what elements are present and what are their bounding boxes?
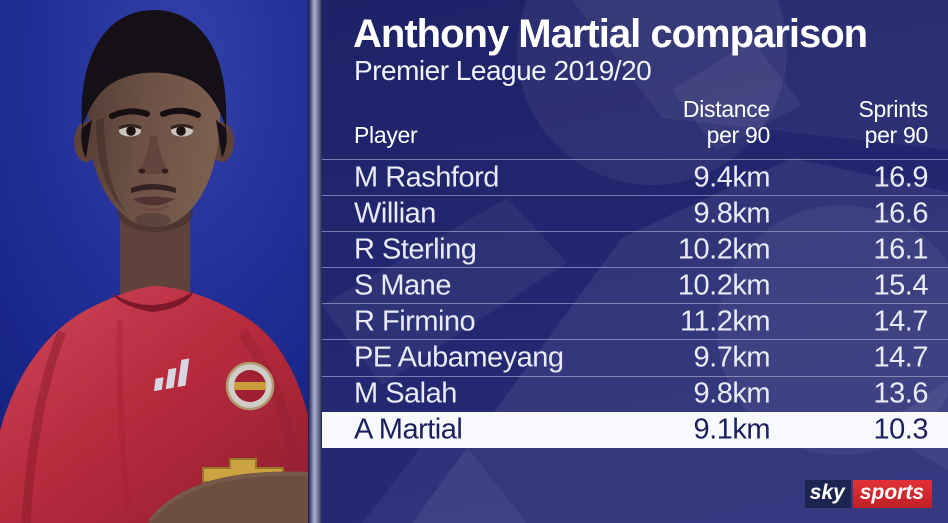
player-name: R Sterling: [354, 233, 477, 266]
column-header-distance: Distance per 90: [570, 96, 770, 148]
sky-sports-logo: sky sports: [804, 480, 932, 508]
table-row: S Mane 10.2km 15.4: [322, 267, 948, 303]
table-row: PE Aubameyang 9.7km 14.7: [322, 339, 948, 375]
sprints-value: 10.3: [873, 413, 929, 446]
distance-value: 10.2km: [677, 269, 771, 302]
column-header-player: Player: [354, 122, 418, 148]
sprints-value: 16.6: [873, 197, 929, 230]
table-row: M Salah 9.8km 13.6: [322, 375, 948, 412]
page-title: Anthony Martial comparison: [353, 12, 868, 56]
column-header-sprints-line1: Sprints: [858, 96, 929, 122]
distance-value: 9.8km: [693, 377, 771, 410]
player-name: PE Aubameyang: [354, 341, 564, 374]
distance-value: 9.8km: [693, 197, 771, 230]
sprints-value: 13.6: [873, 377, 929, 410]
sprints-value: 15.4: [873, 269, 929, 302]
table-row: M Rashford 9.4km 16.9: [322, 159, 948, 195]
column-header-distance-line1: Distance: [682, 96, 770, 122]
column-header-sprints: Sprints per 90: [728, 96, 929, 148]
table-row-highlighted: A Martial 9.1km 10.3: [322, 411, 948, 448]
player-photo-panel: [0, 0, 308, 523]
sprints-value: 14.7: [873, 305, 929, 338]
player-name: M Salah: [354, 377, 457, 410]
sprints-value: 16.9: [873, 161, 929, 194]
distance-value: 9.4km: [693, 161, 771, 194]
distance-value: 9.1km: [693, 413, 771, 446]
player-name: Willian: [354, 197, 436, 230]
column-header-sprints-line2: per 90: [864, 122, 929, 148]
table-row: R Firmino 11.2km 14.7: [322, 303, 948, 339]
player-name: A Martial: [354, 413, 463, 446]
table-row: Willian 9.8km 16.6: [322, 195, 948, 231]
distance-value: 9.7km: [693, 341, 771, 374]
sprints-value: 16.1: [873, 233, 929, 266]
stats-panel: Anthony Martial comparison Premier Leagu…: [322, 0, 948, 523]
table-row: R Sterling 10.2km 16.1: [322, 231, 948, 267]
page-subtitle: Premier League 2019/20: [354, 55, 652, 86]
comparison-table: M Rashford 9.4km 16.9 Willian 9.8km 16.6…: [322, 159, 948, 448]
anthony-martial-portrait: [0, 0, 308, 523]
sprints-value: 14.7: [873, 341, 929, 374]
player-name: R Firmino: [354, 305, 476, 338]
player-name: M Rashford: [354, 161, 499, 194]
sky-logo-wordmark: sky: [804, 480, 851, 508]
panel-divider: [308, 0, 322, 523]
distance-value: 11.2km: [680, 305, 770, 338]
column-header-distance-line2: per 90: [706, 122, 771, 148]
distance-value: 10.2km: [677, 233, 771, 266]
sports-logo-wordmark: sports: [852, 480, 932, 508]
player-name: S Mane: [354, 269, 451, 302]
